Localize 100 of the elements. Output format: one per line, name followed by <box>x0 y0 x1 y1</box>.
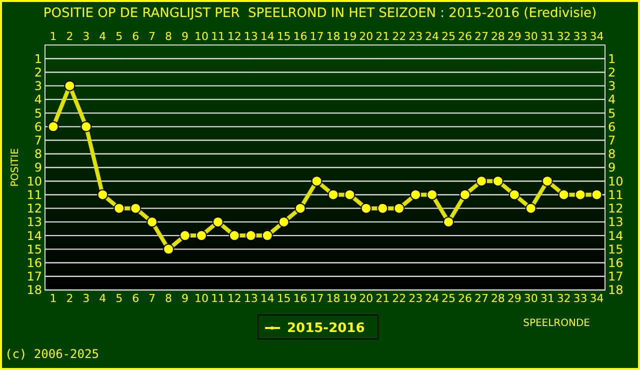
point <box>245 230 256 242</box>
x-tick-label: 3 <box>82 30 90 43</box>
category-label: 6 <box>132 292 140 305</box>
point <box>311 176 322 187</box>
category-label: 18 <box>326 292 340 305</box>
x-tick-label: 25 <box>442 30 456 43</box>
x-tick-label: 31 <box>540 30 554 43</box>
point <box>360 202 372 214</box>
y2-tick-label: 3 <box>608 79 616 94</box>
y-tick-label: 5 <box>34 106 42 120</box>
point <box>542 176 553 187</box>
point <box>410 189 422 200</box>
x-tick-label: 4 <box>99 30 106 43</box>
y2-tick-label: 4 <box>608 92 616 107</box>
x-tick-label: 27 <box>474 30 488 43</box>
y2-tick-label: 5 <box>608 106 616 120</box>
x-tick-label: 24 <box>425 30 440 43</box>
point <box>196 230 207 242</box>
point <box>525 202 536 214</box>
x-tick-label: 21 <box>376 30 390 43</box>
x-tick-label: 14 <box>260 30 274 43</box>
point <box>294 202 306 214</box>
y2-tick-label: 12 <box>608 202 624 216</box>
category-label: 24 <box>425 292 440 305</box>
y-tick-label: 8 <box>34 147 42 162</box>
point <box>476 176 487 187</box>
x-tick-label: 30 <box>524 30 538 43</box>
y2-tick-label: 2 <box>608 65 616 80</box>
category-label: 25 <box>442 292 456 305</box>
y2-tick-label: 14 <box>608 228 624 243</box>
point <box>492 176 504 187</box>
category-label: 28 <box>490 292 505 305</box>
category-label: 20 <box>359 292 374 305</box>
point <box>508 189 520 200</box>
x-tick-label: 11 <box>210 30 225 43</box>
point <box>97 189 108 200</box>
category-label: 34 <box>590 292 604 305</box>
y2-tick-label: 1 <box>608 52 616 66</box>
y-tick-label: 13 <box>26 215 42 230</box>
x-tick-label: 33 <box>573 30 588 43</box>
x-tick-label: 5 <box>116 30 123 43</box>
x-tick-label: 6 <box>132 30 140 43</box>
y2-tick-label: 13 <box>608 215 624 230</box>
category-label: 17 <box>310 292 324 305</box>
category-label: 7 <box>148 292 156 305</box>
point <box>278 216 290 228</box>
category-label: 5 <box>116 292 123 305</box>
point <box>180 230 190 242</box>
point <box>591 189 602 200</box>
point <box>48 121 59 132</box>
y-tick-label: 15 <box>26 242 42 256</box>
x-tick-label: 28 <box>490 30 505 43</box>
y2-tick-label: 17 <box>608 270 624 284</box>
x-tick-label: 12 <box>227 30 242 43</box>
x-tick-label: 20 <box>359 30 374 43</box>
point <box>262 230 273 242</box>
y-tick-label: 16 <box>26 256 42 270</box>
x-tick-label: 26 <box>458 30 472 43</box>
category-label: 31 <box>540 292 554 305</box>
y-axis-title: POSITIE <box>10 148 21 187</box>
category-label: 2 <box>66 292 74 305</box>
category-label: 32 <box>556 292 571 305</box>
category-label: 14 <box>260 292 274 305</box>
y-tick-label: 2 <box>34 65 42 80</box>
x-tick-label: 19 <box>342 30 357 43</box>
y-tick-label: 1 <box>34 52 42 66</box>
category-label: 12 <box>227 292 242 305</box>
y2-tick-label: 16 <box>608 256 624 270</box>
y2-tick-label: 11 <box>608 188 624 202</box>
category-label: 10 <box>194 292 208 305</box>
point <box>443 216 454 228</box>
point <box>114 202 125 214</box>
y-tick-label: 6 <box>34 120 42 134</box>
category-label: 1 <box>50 292 57 305</box>
x-tick-label: 16 <box>293 30 308 43</box>
point <box>460 189 470 200</box>
x-tick-label: 1 <box>50 30 57 43</box>
category-label: 11 <box>210 292 225 305</box>
y-tick-label: 12 <box>26 202 42 216</box>
x-tick-label: 22 <box>392 30 406 43</box>
x-tick-label: 17 <box>310 30 324 43</box>
category-label: 21 <box>376 292 390 305</box>
x-tick-label: 18 <box>326 30 340 43</box>
x-tick-label: 23 <box>408 30 423 43</box>
category-label: 3 <box>82 292 90 305</box>
y-tick-label: 14 <box>26 228 42 243</box>
x-tick-label: 7 <box>148 30 156 43</box>
category-label: 8 <box>165 292 172 305</box>
x-tick-label: 13 <box>244 30 258 43</box>
x-tick-label: 29 <box>507 30 522 43</box>
point <box>146 216 158 228</box>
text: (c) 2006-2025 <box>5 347 99 361</box>
y-tick-label: 18 <box>26 283 42 298</box>
point <box>558 189 570 200</box>
legend-label: 2015-2016 <box>287 321 365 336</box>
y-tick-label: 3 <box>34 79 42 94</box>
x-tick-label: 8 <box>165 30 172 43</box>
point <box>344 189 356 200</box>
category-label: 4 <box>99 292 106 305</box>
point <box>574 189 586 200</box>
